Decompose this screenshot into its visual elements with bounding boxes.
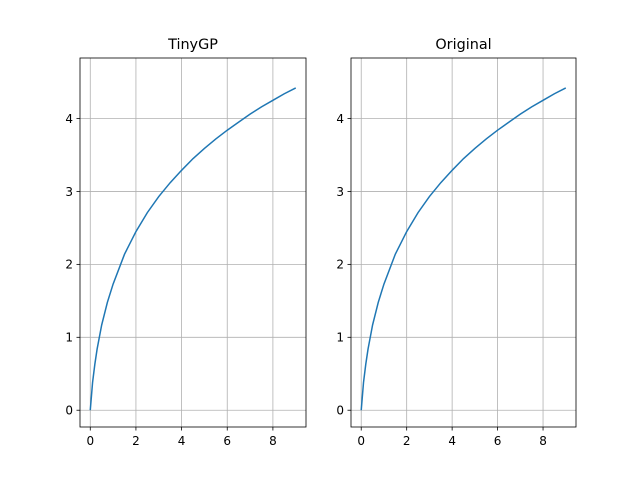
- x-tick-label: 0: [86, 434, 94, 448]
- x-tick-label: 2: [403, 434, 411, 448]
- x-tick-label: 8: [539, 434, 547, 448]
- panel-title: Original: [435, 37, 491, 53]
- y-tick-label: 1: [336, 331, 344, 345]
- panel-title: TinyGP: [167, 37, 218, 53]
- y-tick-label: 0: [65, 404, 73, 418]
- y-tick-label: 3: [336, 185, 344, 199]
- y-tick-label: 2: [336, 258, 344, 272]
- y-tick-label: 1: [65, 331, 73, 345]
- series-line: [89, 87, 297, 411]
- panel-original: Original 0 2 4 6 8 0 1 2 3 4: [336, 37, 577, 448]
- x-tick-label: 0: [357, 434, 365, 448]
- series-line: [360, 87, 567, 411]
- y-tick-label: 3: [65, 185, 73, 199]
- y-tick-label: 4: [65, 112, 73, 126]
- y-tick-label: 0: [336, 404, 344, 418]
- x-tick-label: 8: [269, 434, 277, 448]
- x-tick-label: 6: [223, 434, 231, 448]
- panel-tinygp: TinyGP 0 2 4 6 8 0 1 2 3 4: [65, 37, 307, 448]
- y-tick-label: 4: [336, 112, 344, 126]
- y-tick-label: 2: [65, 258, 73, 272]
- x-tick-label: 4: [178, 434, 186, 448]
- x-tick-label: 2: [132, 434, 140, 448]
- plot-frame: [79, 57, 307, 428]
- x-tick-label: 4: [448, 434, 456, 448]
- x-tick-label: 6: [494, 434, 502, 448]
- plot-frame: [350, 57, 577, 428]
